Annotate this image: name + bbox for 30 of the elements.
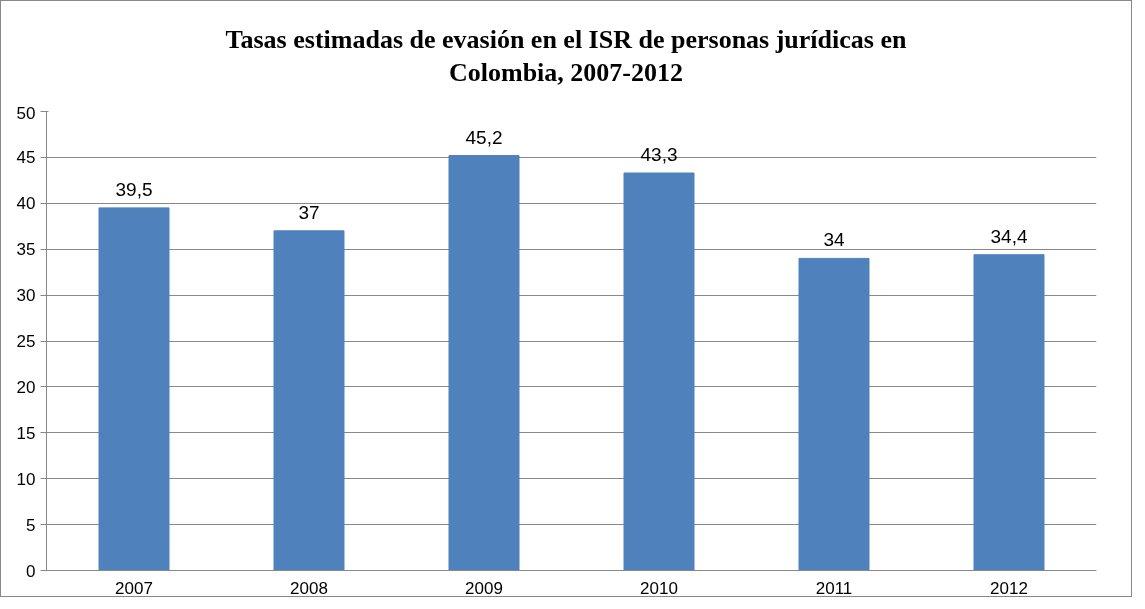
y-tick-label: 20 <box>16 377 36 397</box>
y-tick-label: 10 <box>16 469 36 489</box>
y-tick-label: 0 <box>26 561 36 581</box>
y-tick-label: 25 <box>16 332 36 351</box>
data-label: 43,3 <box>640 144 678 166</box>
data-label: 34,4 <box>990 225 1028 247</box>
x-tick-label: 2007 <box>115 578 153 598</box>
data-label: 37 <box>298 201 320 223</box>
bar <box>273 230 345 571</box>
x-tick-label: 2009 <box>465 578 503 598</box>
x-tick-label: 2008 <box>290 578 328 598</box>
y-tick-label: 15 <box>16 423 36 443</box>
y-tick-label: 5 <box>26 515 36 535</box>
bar <box>623 172 695 571</box>
x-tick-label: 2011 <box>815 578 853 598</box>
x-tick-label: 2012 <box>990 578 1028 598</box>
bar <box>448 155 520 571</box>
y-tick-label: 30 <box>16 286 36 306</box>
chart-title: Tasas estimadas de evasión en el ISR de personas jurídicas en Colombia, 2007-2012 <box>224 24 908 89</box>
bar <box>98 207 170 571</box>
data-label: 39,5 <box>115 178 153 200</box>
y-tick-label: 45 <box>16 148 36 168</box>
bar <box>973 254 1045 571</box>
y-tick-label: 40 <box>16 194 36 214</box>
data-label: 45,2 <box>465 126 503 148</box>
data-label: 34 <box>823 229 845 251</box>
y-tick-label: 50 <box>16 103 36 123</box>
bar <box>798 257 870 571</box>
y-tick-label: 35 <box>16 240 36 260</box>
x-tick-label: 2010 <box>640 578 678 598</box>
